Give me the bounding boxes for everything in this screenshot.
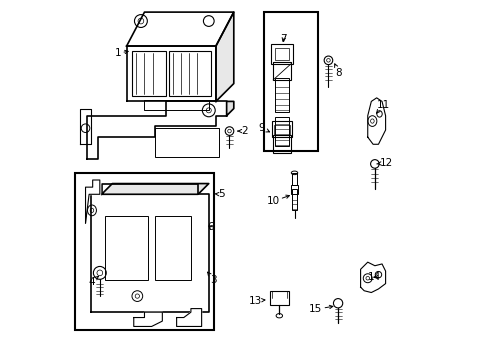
Bar bbox=[272, 121, 291, 137]
Text: 1: 1 bbox=[114, 48, 128, 58]
Text: 4: 4 bbox=[88, 276, 98, 287]
Polygon shape bbox=[87, 102, 226, 158]
Polygon shape bbox=[85, 180, 100, 223]
Text: 14: 14 bbox=[367, 272, 380, 282]
Bar bbox=[264, 12, 317, 152]
Bar bbox=[274, 117, 288, 146]
Bar bbox=[75, 173, 214, 330]
Bar bbox=[132, 51, 165, 96]
Polygon shape bbox=[91, 184, 208, 312]
Bar bbox=[291, 173, 297, 185]
Text: 10: 10 bbox=[266, 195, 289, 206]
Text: 15: 15 bbox=[308, 304, 332, 314]
Polygon shape bbox=[134, 312, 162, 327]
Text: 8: 8 bbox=[334, 64, 342, 78]
Bar bbox=[272, 62, 290, 80]
Bar bbox=[144, 100, 208, 111]
Polygon shape bbox=[102, 184, 208, 194]
Text: 7: 7 bbox=[280, 34, 286, 44]
Bar bbox=[169, 51, 210, 96]
Bar bbox=[290, 185, 298, 194]
Polygon shape bbox=[360, 262, 385, 293]
Bar bbox=[272, 135, 290, 153]
Polygon shape bbox=[367, 98, 385, 144]
Polygon shape bbox=[126, 46, 216, 102]
Bar bbox=[271, 44, 292, 64]
Text: 6: 6 bbox=[206, 222, 213, 232]
Polygon shape bbox=[226, 102, 233, 116]
Bar bbox=[105, 216, 148, 280]
Polygon shape bbox=[80, 109, 91, 144]
Text: 5: 5 bbox=[214, 189, 224, 199]
Polygon shape bbox=[126, 12, 233, 46]
Text: 3: 3 bbox=[207, 272, 217, 285]
Bar bbox=[274, 48, 288, 60]
Bar bbox=[291, 189, 296, 210]
Text: 11: 11 bbox=[376, 100, 389, 113]
Text: 12: 12 bbox=[376, 158, 392, 168]
Polygon shape bbox=[176, 309, 201, 327]
Bar bbox=[274, 78, 288, 112]
Text: 2: 2 bbox=[238, 126, 247, 136]
Polygon shape bbox=[216, 12, 233, 102]
Bar bbox=[155, 128, 219, 157]
Text: 13: 13 bbox=[248, 296, 264, 306]
Bar bbox=[155, 216, 190, 280]
Text: 9: 9 bbox=[258, 123, 269, 133]
Bar bbox=[274, 125, 290, 135]
Bar bbox=[269, 291, 288, 305]
